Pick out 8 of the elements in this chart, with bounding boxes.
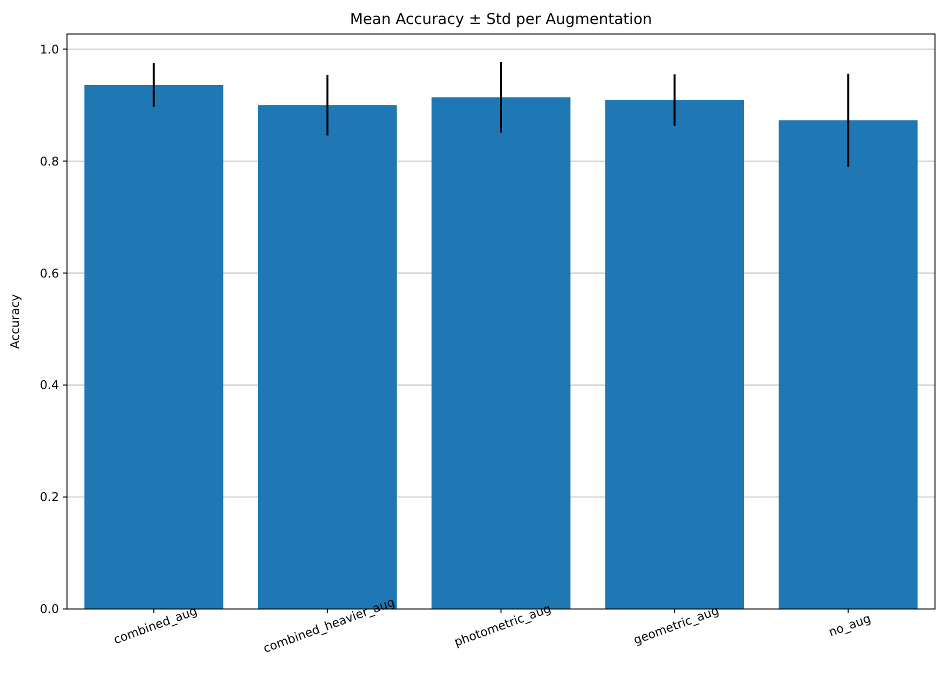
y-tick-label: 1.0 — [40, 42, 59, 56]
chart-title: Mean Accuracy ± Std per Augmentation — [350, 10, 652, 28]
y-tick-label: 0.0 — [40, 602, 59, 616]
y-tick-label: 0.8 — [40, 154, 59, 168]
y-tick-label: 0.6 — [40, 266, 59, 280]
y-tick-label: 0.2 — [40, 490, 59, 504]
y-tick-label: 0.4 — [40, 378, 59, 392]
y-axis-title: Accuracy — [8, 294, 22, 349]
